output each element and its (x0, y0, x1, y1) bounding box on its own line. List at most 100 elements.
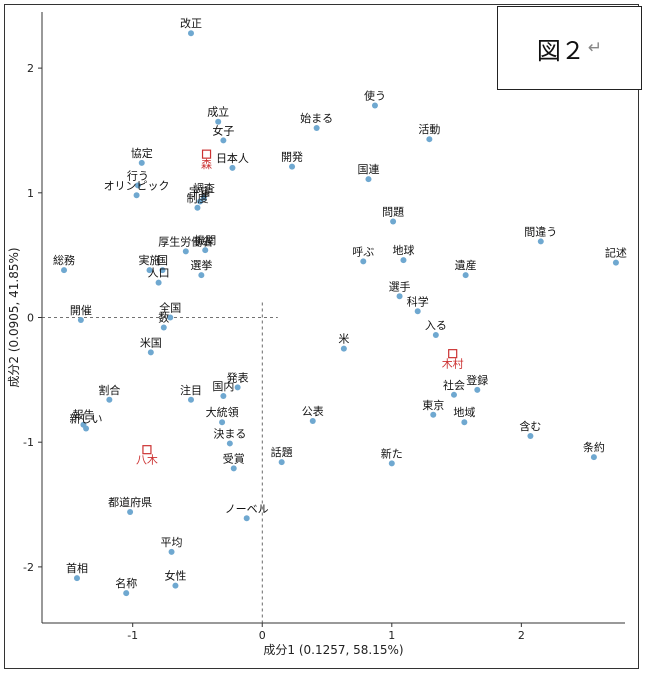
word-label: 国内 (212, 379, 234, 393)
word-label: 話題 (271, 445, 293, 459)
y-axis-label: 成分2 (0.0905, 41.85%) (7, 247, 21, 387)
figure-caption-box: 図２ ↵ (497, 6, 642, 90)
word-label: 実施 (139, 253, 161, 267)
word-label: 宇宙 (189, 185, 211, 199)
word-label: 国連 (357, 162, 379, 176)
author-label: 木村 (442, 357, 464, 371)
word-label: 注目 (180, 383, 202, 397)
word-point (220, 137, 227, 144)
word-point (73, 575, 80, 582)
word-point (340, 345, 347, 352)
word-point (400, 257, 407, 264)
word-point (147, 349, 154, 356)
word-point (138, 159, 145, 166)
author-point (142, 445, 152, 455)
word-label: 決まる (213, 427, 246, 440)
word-label: 含む (519, 419, 541, 433)
word-point (215, 118, 222, 125)
word-point (167, 314, 174, 321)
word-point (309, 417, 316, 424)
word-label: 間違う (524, 225, 557, 238)
word-label: 開発 (281, 150, 303, 164)
word-point (278, 459, 285, 466)
word-point (202, 247, 209, 254)
word-label: 日本人 (216, 151, 249, 165)
word-point (155, 279, 162, 286)
y-tick-label: 0 (27, 312, 34, 325)
word-label: ノーベル (225, 502, 269, 515)
author-label: 森 (201, 157, 212, 171)
x-tick-label: -1 (127, 629, 138, 642)
word-label: オリンピック (104, 179, 170, 192)
word-point (187, 396, 194, 403)
word-point (160, 324, 167, 331)
word-point (134, 182, 141, 189)
word-point (474, 386, 481, 393)
word-point (289, 163, 296, 170)
word-label: 人口 (148, 267, 170, 280)
word-label: 選手 (389, 279, 411, 293)
word-label: 遺産 (455, 258, 477, 272)
word-point (219, 419, 226, 426)
y-tick-label: -2 (23, 561, 34, 574)
x-tick-label: 0 (259, 629, 266, 642)
word-point (168, 548, 175, 555)
word-label: 新しい (70, 411, 103, 425)
y-tick-label: 2 (27, 62, 34, 75)
word-label: 東京 (422, 398, 444, 412)
word-label: 改正 (180, 16, 202, 30)
word-point (159, 267, 166, 274)
word-point (198, 272, 205, 279)
x-tick-label: 1 (388, 629, 395, 642)
word-label: 登録 (466, 373, 488, 387)
word-label: 使う (364, 90, 386, 103)
word-label: 全国 (159, 301, 181, 315)
word-label: 成立 (207, 105, 229, 119)
x-axis-label: 成分1 (0.1257, 58.15%) (263, 643, 403, 657)
word-point (365, 176, 372, 183)
word-label: 首相 (66, 561, 88, 575)
word-label: 女性 (164, 569, 186, 583)
word-label: 報告 (72, 409, 94, 422)
word-point (127, 509, 134, 516)
word-label: 活動 (418, 122, 440, 136)
word-point (590, 454, 597, 461)
word-point (226, 440, 233, 447)
word-point (243, 515, 250, 522)
return-mark-icon: ↵ (587, 38, 603, 58)
word-point (83, 425, 90, 432)
word-label: 調査 (193, 181, 215, 195)
word-point (182, 248, 189, 255)
word-point (172, 582, 179, 589)
word-label: 割合 (98, 383, 120, 397)
author-point (201, 149, 212, 159)
word-point (77, 316, 84, 323)
word-point (133, 192, 140, 199)
word-point (426, 136, 433, 143)
word-label: 総務 (53, 253, 75, 267)
word-label: 名称 (115, 576, 137, 590)
word-point (414, 308, 421, 315)
word-label: 米 (338, 333, 349, 346)
author-point (448, 349, 458, 359)
word-point (197, 198, 204, 205)
word-label: 数 (158, 311, 169, 324)
x-tick-label: 2 (518, 629, 525, 642)
word-point (390, 218, 397, 225)
word-point (123, 590, 130, 597)
word-point (360, 258, 367, 265)
word-point (229, 164, 236, 171)
word-point (146, 267, 153, 274)
word-point (432, 331, 439, 338)
word-label: 始まる (300, 111, 333, 125)
word-label: 社会 (443, 378, 465, 392)
word-label: 平均 (161, 536, 183, 549)
word-label: 厚生労働省 (158, 234, 213, 248)
word-point (537, 238, 544, 245)
word-point (234, 384, 241, 391)
word-label: 米国 (140, 336, 162, 349)
word-point (396, 293, 403, 300)
word-label: 受賞 (223, 452, 245, 465)
word-point (194, 204, 201, 211)
